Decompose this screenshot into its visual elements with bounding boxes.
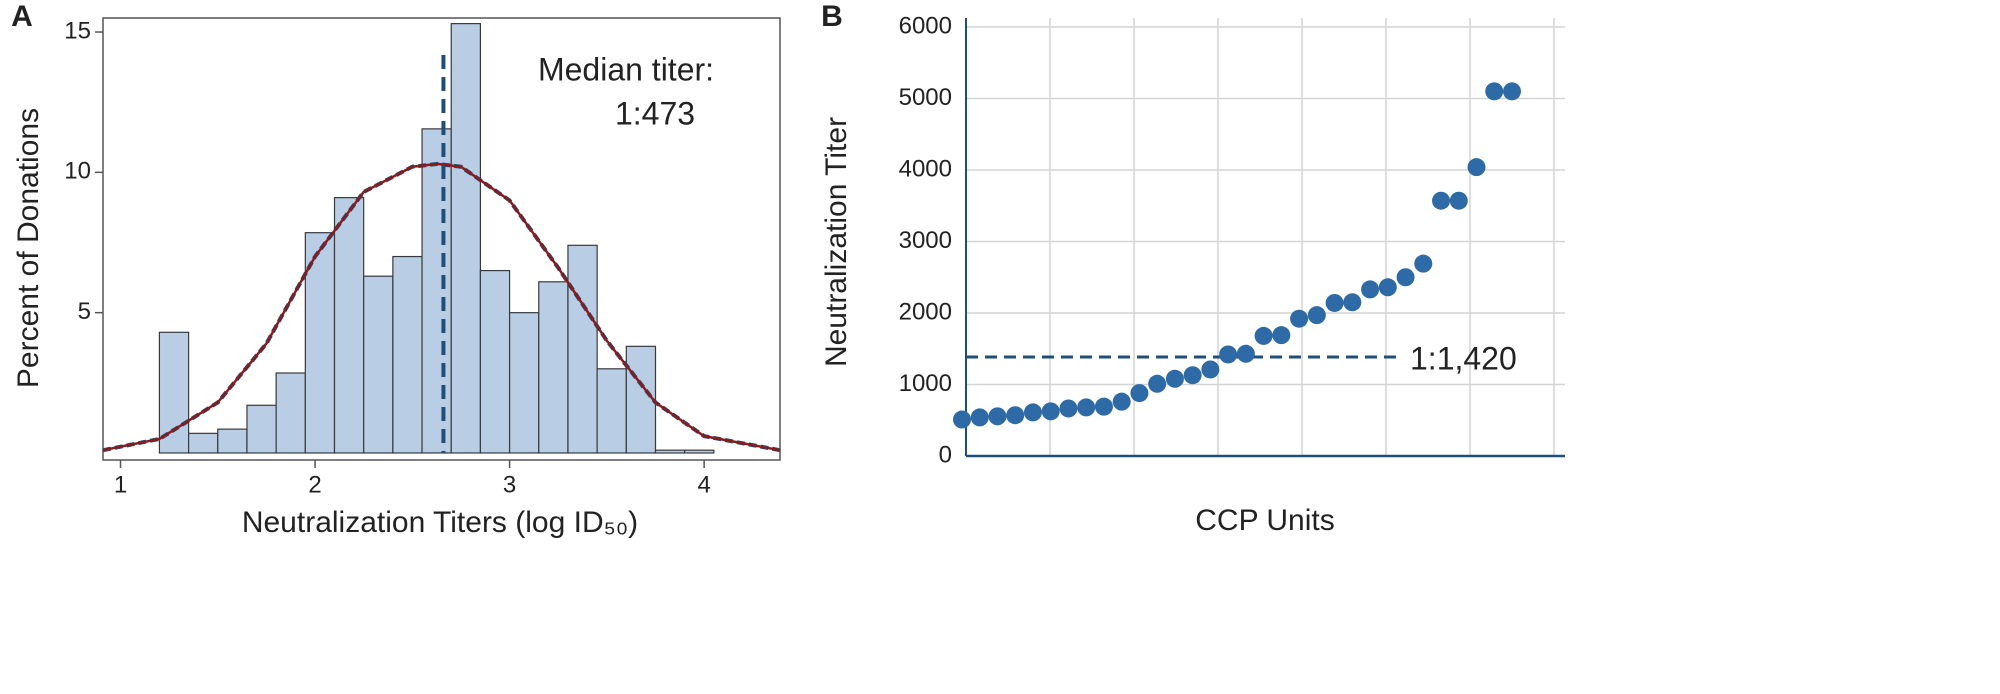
point — [1378, 278, 1397, 297]
annotation: Median titer: — [538, 51, 714, 87]
annotation: 1:473 — [615, 95, 695, 131]
point — [1094, 397, 1113, 416]
histogram-bar — [508, 312, 540, 454]
point — [1236, 344, 1255, 363]
histogram-bar — [567, 244, 598, 454]
histogram-bar — [246, 404, 277, 454]
histogram-bar — [450, 23, 482, 454]
y-tick-label: 1000 — [899, 370, 952, 397]
y-tick-label: 3000 — [899, 227, 952, 254]
point — [1449, 191, 1468, 210]
point — [1343, 293, 1362, 312]
histogram-bar — [304, 232, 336, 454]
histogram-bar — [187, 432, 219, 454]
histogram-bar — [158, 331, 190, 454]
point — [1023, 403, 1042, 422]
point — [1254, 326, 1273, 345]
point — [1361, 280, 1380, 299]
x-tick-label: 1 — [114, 471, 127, 498]
point — [1414, 254, 1433, 273]
y-tick-label: 15 — [64, 17, 91, 44]
x-axis-label: Neutralization Titers (log ID₅₀) — [242, 506, 638, 539]
histogram-bar — [363, 275, 394, 454]
point — [1006, 406, 1025, 425]
point — [1165, 369, 1184, 388]
panel-letter: B — [821, 0, 843, 33]
point — [1307, 306, 1326, 325]
point — [1219, 345, 1238, 364]
point — [1503, 82, 1521, 101]
point — [970, 408, 989, 427]
histogram-bar — [654, 449, 686, 454]
y-tick-label: 10 — [64, 158, 91, 185]
x-tick-label: 4 — [697, 471, 710, 498]
histogram-bar — [596, 368, 627, 454]
y-tick-label: 2000 — [899, 298, 952, 325]
panel-letter: A — [11, 0, 33, 33]
point — [1077, 398, 1096, 417]
x-tick-label: 2 — [308, 471, 321, 498]
y-axis-label: Percent of Donations — [12, 108, 45, 388]
histogram-bar — [625, 345, 657, 454]
point — [1112, 392, 1131, 411]
y-tick-label: 5000 — [899, 84, 952, 111]
point — [1130, 384, 1149, 403]
histogram-bar — [684, 449, 715, 454]
histogram-bar — [217, 428, 248, 454]
histogram-bar — [538, 281, 569, 454]
x-tick-label: 3 — [503, 471, 516, 498]
histogram-bar — [333, 197, 365, 454]
point — [1396, 268, 1415, 287]
point — [988, 407, 1007, 426]
point — [1183, 366, 1202, 385]
y-axis-label: Neutralization Titer — [820, 117, 853, 367]
y-tick-label: 4000 — [899, 155, 952, 182]
point — [1272, 326, 1291, 345]
histogram-bar — [275, 372, 306, 454]
y-tick-label: 6000 — [899, 12, 952, 39]
point — [1325, 293, 1344, 312]
normal-curve — [102, 162, 781, 452]
reference-label: 1:1,420 — [1410, 340, 1517, 376]
point — [953, 410, 971, 429]
histogram-bar — [421, 128, 452, 454]
point — [1485, 82, 1504, 101]
point — [1148, 374, 1167, 393]
plot-frame — [102, 17, 781, 461]
point — [1290, 309, 1309, 328]
point — [1201, 360, 1220, 379]
histogram-bar — [392, 255, 423, 454]
point — [1041, 402, 1060, 421]
x-axis-label: CCP Units — [1195, 504, 1334, 537]
point — [1432, 191, 1451, 210]
y-tick-label: 0 — [939, 441, 952, 468]
histogram-bar — [479, 269, 511, 454]
y-tick-label: 5 — [78, 298, 91, 325]
point — [1467, 158, 1486, 177]
point — [1059, 399, 1078, 418]
